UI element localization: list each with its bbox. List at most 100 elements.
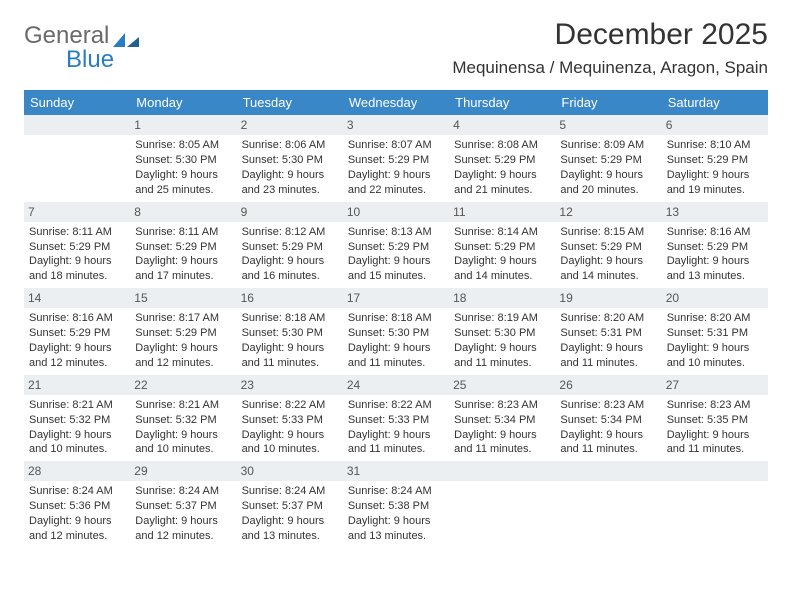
day-number: 26: [555, 375, 661, 395]
day-number: 19: [555, 288, 661, 308]
day-number: 7: [24, 202, 130, 222]
sunrise-line: Sunrise: 8:18 AM: [242, 311, 338, 326]
sunrise-line: Sunrise: 8:10 AM: [667, 138, 763, 153]
day-details: Sunrise: 8:24 AMSunset: 5:37 PMDaylight:…: [135, 484, 231, 543]
week-row: 28Sunrise: 8:24 AMSunset: 5:36 PMDayligh…: [24, 461, 768, 548]
sunrise-line: Sunrise: 8:11 AM: [135, 225, 231, 240]
day-cell: [662, 461, 768, 548]
day-number: 5: [555, 115, 661, 135]
day-cell: 2Sunrise: 8:06 AMSunset: 5:30 PMDaylight…: [237, 115, 343, 202]
daylight-line: Daylight: 9 hours and 11 minutes.: [454, 428, 550, 458]
sunset-line: Sunset: 5:29 PM: [29, 326, 125, 341]
sunset-line: Sunset: 5:29 PM: [135, 240, 231, 255]
daylight-line: Daylight: 9 hours and 11 minutes.: [560, 428, 656, 458]
daylight-line: Daylight: 9 hours and 11 minutes.: [454, 341, 550, 371]
day-details: Sunrise: 8:16 AMSunset: 5:29 PMDaylight:…: [29, 311, 125, 370]
day-number: 14: [24, 288, 130, 308]
day-number: 6: [662, 115, 768, 135]
day-details: Sunrise: 8:23 AMSunset: 5:35 PMDaylight:…: [667, 398, 763, 457]
day-number: 3: [343, 115, 449, 135]
logo-text-blue: Blue: [24, 48, 141, 72]
sunset-line: Sunset: 5:29 PM: [348, 153, 444, 168]
dow-monday: Monday: [130, 90, 236, 115]
day-cell: 19Sunrise: 8:20 AMSunset: 5:31 PMDayligh…: [555, 288, 661, 375]
day-details: Sunrise: 8:22 AMSunset: 5:33 PMDaylight:…: [242, 398, 338, 457]
sunrise-line: Sunrise: 8:24 AM: [242, 484, 338, 499]
daylight-line: Daylight: 9 hours and 14 minutes.: [560, 254, 656, 284]
sunset-line: Sunset: 5:29 PM: [454, 240, 550, 255]
day-cell: 6 Sunrise: 8:10 AMSunset: 5:29 PMDaylight…: [662, 115, 768, 202]
dow-tuesday: Tuesday: [237, 90, 343, 115]
day-number: 17: [343, 288, 449, 308]
sunset-line: Sunset: 5:30 PM: [242, 153, 338, 168]
sunset-line: Sunset: 5:31 PM: [560, 326, 656, 341]
daylight-line: Daylight: 9 hours and 25 minutes.: [135, 168, 231, 198]
day-cell: 1Sunrise: 8:05 AMSunset: 5:30 PMDaylight…: [130, 115, 236, 202]
day-number: 11: [449, 202, 555, 222]
daylight-line: Daylight: 9 hours and 23 minutes.: [242, 168, 338, 198]
daylight-line: Daylight: 9 hours and 13 minutes.: [242, 514, 338, 544]
daylight-line: Daylight: 9 hours and 15 minutes.: [348, 254, 444, 284]
day-details: Sunrise: 8:12 AMSunset: 5:29 PMDaylight:…: [242, 225, 338, 284]
sunrise-line: Sunrise: 8:15 AM: [560, 225, 656, 240]
daylight-line: Daylight: 9 hours and 12 minutes.: [29, 514, 125, 544]
day-number: 2: [237, 115, 343, 135]
day-cell: 24Sunrise: 8:22 AMSunset: 5:33 PMDayligh…: [343, 375, 449, 462]
day-number: 18: [449, 288, 555, 308]
day-details: Sunrise: 8:24 AMSunset: 5:36 PMDaylight:…: [29, 484, 125, 543]
dow-sunday: Sunday: [24, 90, 130, 115]
daylight-line: Daylight: 9 hours and 19 minutes.: [667, 168, 763, 198]
day-number: 23: [237, 375, 343, 395]
dow-saturday: Saturday: [662, 90, 768, 115]
sunset-line: Sunset: 5:29 PM: [454, 153, 550, 168]
day-cell: 5Sunrise: 8:09 AMSunset: 5:29 PMDaylight…: [555, 115, 661, 202]
calendar: SundayMondayTuesdayWednesdayThursdayFrid…: [24, 90, 768, 548]
day-number-empty: [24, 115, 130, 135]
day-cell: [24, 115, 130, 202]
daylight-line: Daylight: 9 hours and 13 minutes.: [667, 254, 763, 284]
week-row: 14 Sunrise: 8:16 AMSunset: 5:29 PMDayligh…: [24, 288, 768, 375]
sunrise-line: Sunrise: 8:21 AM: [29, 398, 125, 413]
day-cell: 17Sunrise: 8:18 AMSunset: 5:30 PMDayligh…: [343, 288, 449, 375]
sunrise-line: Sunrise: 8:22 AM: [348, 398, 444, 413]
daylight-line: Daylight: 9 hours and 18 minutes.: [29, 254, 125, 284]
day-cell: 29 Sunrise: 8:24 AMSunset: 5:37 PMDayligh…: [130, 461, 236, 548]
daylight-line: Daylight: 9 hours and 11 minutes.: [348, 428, 444, 458]
dow-thursday: Thursday: [449, 90, 555, 115]
dow-wednesday: Wednesday: [343, 90, 449, 115]
day-number: 31: [343, 461, 449, 481]
daylight-line: Daylight: 9 hours and 14 minutes.: [454, 254, 550, 284]
day-details: Sunrise: 8:13 AMSunset: 5:29 PMDaylight:…: [348, 225, 444, 284]
day-cell: 31 Sunrise: 8:24 AMSunset: 5:38 PMDayligh…: [343, 461, 449, 548]
sunrise-line: Sunrise: 8:23 AM: [560, 398, 656, 413]
day-cell: 26 Sunrise: 8:23 AMSunset: 5:34 PMDayligh…: [555, 375, 661, 462]
day-details: Sunrise: 8:23 AMSunset: 5:34 PMDaylight:…: [560, 398, 656, 457]
day-details: Sunrise: 8:21 AMSunset: 5:32 PMDaylight:…: [135, 398, 231, 457]
sunset-line: Sunset: 5:30 PM: [348, 326, 444, 341]
day-number-empty: [449, 461, 555, 481]
day-cell: [555, 461, 661, 548]
sunrise-line: Sunrise: 8:07 AM: [348, 138, 444, 153]
sunset-line: Sunset: 5:29 PM: [667, 153, 763, 168]
sunrise-line: Sunrise: 8:17 AM: [135, 311, 231, 326]
day-details: Sunrise: 8:24 AMSunset: 5:38 PMDaylight:…: [348, 484, 444, 543]
day-cell: 7Sunrise: 8:11 AMSunset: 5:29 PMDaylight…: [24, 202, 130, 289]
sunrise-line: Sunrise: 8:14 AM: [454, 225, 550, 240]
sunset-line: Sunset: 5:29 PM: [348, 240, 444, 255]
day-details: Sunrise: 8:14 AMSunset: 5:29 PMDaylight:…: [454, 225, 550, 284]
day-details: Sunrise: 8:17 AMSunset: 5:29 PMDaylight:…: [135, 311, 231, 370]
day-details: Sunrise: 8:11 AMSunset: 5:29 PMDaylight:…: [135, 225, 231, 284]
day-number: 16: [237, 288, 343, 308]
day-cell: 18Sunrise: 8:19 AMSunset: 5:30 PMDayligh…: [449, 288, 555, 375]
day-number: 12: [555, 202, 661, 222]
day-number-empty: [555, 461, 661, 481]
sunrise-line: Sunrise: 8:24 AM: [29, 484, 125, 499]
sunset-line: Sunset: 5:34 PM: [454, 413, 550, 428]
day-details: Sunrise: 8:16 AMSunset: 5:29 PMDaylight:…: [667, 225, 763, 284]
day-details: Sunrise: 8:07 AMSunset: 5:29 PMDaylight:…: [348, 138, 444, 197]
month-title: December 2025: [452, 18, 768, 52]
logo-text-general: General: [24, 24, 109, 48]
day-number: 29: [130, 461, 236, 481]
day-cell: 22Sunrise: 8:21 AMSunset: 5:32 PMDayligh…: [130, 375, 236, 462]
sunset-line: Sunset: 5:35 PM: [667, 413, 763, 428]
